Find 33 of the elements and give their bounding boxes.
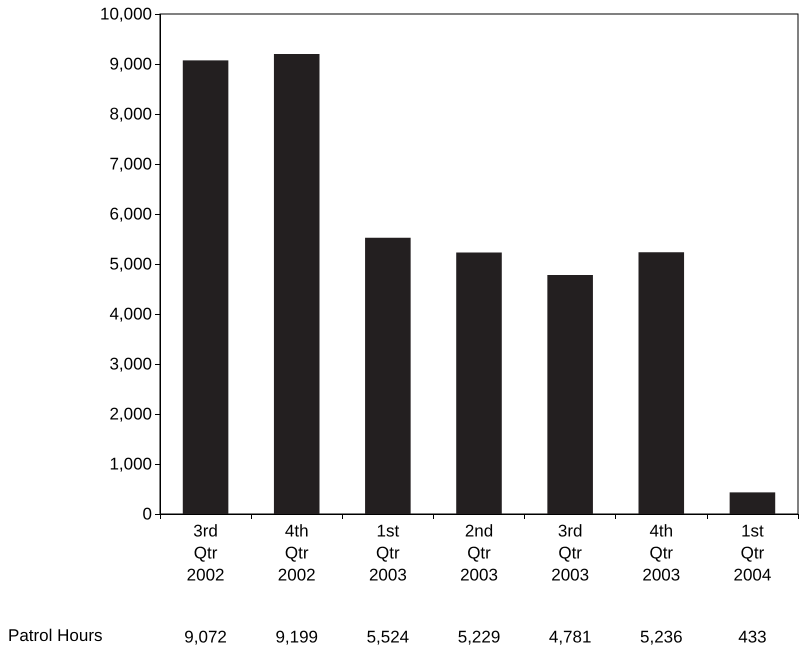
y-tick-label: 2,000 [109,404,152,424]
data-label: 9,199 [275,628,318,646]
y-tick-label: 8,000 [109,104,152,124]
bar [182,60,228,514]
x-tick-label: 4th Qtr 2002 [278,522,316,584]
y-tick-label: 9,000 [109,54,152,74]
y-tick-label: 6,000 [109,204,152,224]
bar [456,252,502,514]
x-tick-label: 4th Qtr 2003 [642,522,680,584]
data-label: 5,236 [640,628,683,646]
data-label: 5,229 [458,628,500,646]
y-tick-label: 1,000 [109,454,152,474]
y-tick-label: 4,000 [109,304,152,324]
x-tick-label: 3rd Qtr 2003 [551,522,590,584]
x-tick-label: 3rd Qtr 2002 [186,522,224,584]
data-label: 5,524 [366,628,410,646]
data-label: 4,781 [548,628,592,646]
y-tick-label: 10,000 [100,4,152,24]
data-label: 433 [738,628,767,646]
y-tick-label: 3,000 [109,354,152,374]
bar [547,274,593,514]
data-label: 9,072 [184,628,227,646]
x-tick-label: 1st Qtr 2004 [734,522,772,584]
x-tick-label: 1st Qtr 2003 [368,522,407,584]
bar [274,54,320,514]
bar [730,492,776,514]
x-tick-label: 2nd Qtr 2003 [460,522,498,584]
bar [365,238,411,514]
y-tick-label: 7,000 [109,154,152,174]
text: Patrol Hours [8,626,102,645]
bar [638,252,684,514]
y-tick-label: 0 [142,504,152,524]
y-tick-label: 5,000 [109,254,152,274]
